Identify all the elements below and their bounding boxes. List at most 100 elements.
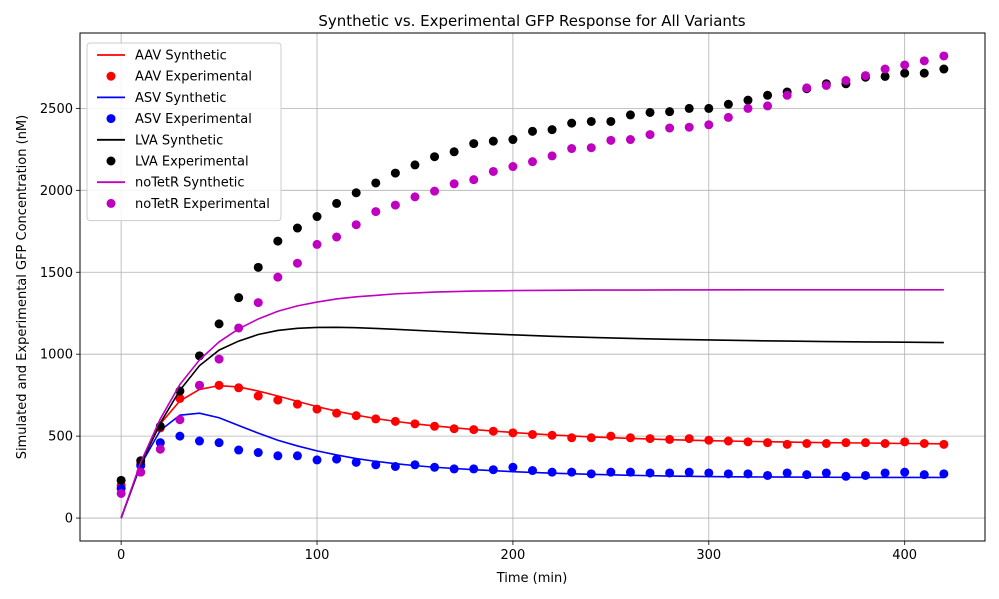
legend-label: ASV Experimental <box>135 112 252 127</box>
y-tick-label: 2000 <box>40 184 73 199</box>
data-point-notetr-experimental <box>371 207 381 217</box>
data-point-asv-experimental <box>312 455 322 465</box>
data-point-aav-experimental <box>488 426 498 436</box>
data-point-asv-experimental <box>371 460 381 470</box>
series-notetr-synthetic <box>120 288 944 519</box>
data-point-aav-experimental <box>861 438 871 448</box>
data-point-aav-experimental <box>782 439 792 449</box>
legend-item: ASV Experimental <box>106 112 252 127</box>
legend-item: LVA Synthetic <box>97 133 223 148</box>
y-tick-label: 2500 <box>40 102 73 117</box>
data-point-lva-experimental <box>625 110 635 120</box>
data-point-notetr-experimental <box>469 175 479 185</box>
data-point-lva-experimental <box>704 103 714 113</box>
data-point-asv-experimental <box>528 466 537 476</box>
data-point-notetr-experimental <box>351 220 361 230</box>
data-point-lva-experimental <box>919 68 929 78</box>
legend-marker-swatch <box>106 156 116 166</box>
data-point-lva-experimental <box>312 212 322 222</box>
data-point-aav-experimental <box>939 439 949 449</box>
legend-marker-swatch <box>106 114 116 124</box>
data-point-asv-experimental <box>449 464 459 474</box>
data-point-asv-experimental <box>802 470 812 480</box>
y-tick-label: 1500 <box>40 266 73 281</box>
data-point-notetr-experimental <box>390 200 400 210</box>
data-point-asv-experimental <box>508 462 518 472</box>
data-point-asv-experimental <box>175 431 185 441</box>
data-point-aav-experimental <box>665 434 675 444</box>
x-tick-label: 400 <box>892 548 917 563</box>
series-line-asv-synthetic <box>120 412 944 519</box>
data-point-notetr-experimental <box>625 135 635 145</box>
data-point-notetr-experimental <box>743 103 753 113</box>
data-point-asv-experimental <box>547 467 557 477</box>
data-point-notetr-experimental <box>528 157 537 167</box>
data-point-notetr-experimental <box>194 380 204 390</box>
ticks: 0 100 200 300 400 0 500 1000 1500 2000 2500 <box>40 102 917 563</box>
y-tick-label: 500 <box>48 430 73 445</box>
data-point-aav-experimental <box>312 404 322 414</box>
data-point-notetr-experimental <box>763 101 773 111</box>
data-point-lva-experimental <box>214 319 224 329</box>
x-tick-label: 0 <box>117 548 125 563</box>
data-point-aav-experimental <box>586 433 596 443</box>
data-point-aav-experimental <box>449 424 459 434</box>
legend-item: AAV Experimental <box>106 70 252 85</box>
legend-item: LVA Experimental <box>106 155 249 170</box>
legend-label: noTetR Experimental <box>135 197 270 212</box>
data-point-lva-experimental <box>567 118 577 128</box>
legend-marker-swatch <box>106 198 116 208</box>
legend-label: LVA Synthetic <box>135 133 223 148</box>
legend: AAV Synthetic AAV Experimental ASV Synthet… <box>86 42 282 222</box>
data-point-aav-experimental <box>625 433 635 443</box>
data-point-aav-experimental <box>547 430 557 440</box>
x-axis-label: Time (min) <box>496 571 568 586</box>
legend-marker-swatch <box>106 71 116 81</box>
data-point-asv-experimental <box>351 457 361 467</box>
data-point-notetr-experimental <box>488 166 498 176</box>
data-point-lva-experimental <box>332 198 342 208</box>
data-point-aav-experimental <box>821 438 831 448</box>
data-point-notetr-experimental <box>292 258 302 268</box>
data-point-aav-experimental <box>273 395 283 405</box>
data-point-asv-experimental <box>194 436 204 446</box>
data-point-asv-experimental <box>763 470 773 480</box>
data-point-aav-experimental <box>723 436 733 446</box>
data-point-notetr-experimental <box>214 354 224 364</box>
legend-item: ASV Synthetic <box>97 91 227 106</box>
data-point-notetr-experimental <box>449 179 459 189</box>
data-point-aav-experimental <box>802 438 812 448</box>
data-point-asv-experimental <box>880 468 890 478</box>
data-point-lva-experimental <box>547 125 557 135</box>
data-point-lva-experimental <box>390 168 400 178</box>
data-point-aav-experimental <box>704 435 714 445</box>
data-point-notetr-experimental <box>841 76 851 86</box>
data-point-lva-experimental <box>116 475 126 485</box>
data-point-aav-experimental <box>528 429 537 439</box>
data-point-notetr-experimental <box>939 51 949 61</box>
y-axis-label: Simulated and Experimental GFP Concentra… <box>15 115 30 459</box>
data-point-notetr-experimental <box>802 83 812 93</box>
data-point-notetr-experimental <box>253 298 263 308</box>
data-point-lva-experimental <box>253 262 263 272</box>
data-point-asv-experimental <box>234 445 244 455</box>
data-point-aav-experimental <box>253 391 263 401</box>
series-asv-experimental <box>116 431 949 494</box>
data-point-lva-experimental <box>449 147 459 157</box>
data-point-asv-experimental <box>430 462 440 472</box>
data-point-lva-experimental <box>234 293 244 303</box>
data-point-aav-experimental <box>430 421 440 431</box>
x-tick-label: 300 <box>696 548 721 563</box>
data-point-lva-experimental <box>645 107 655 117</box>
data-point-aav-experimental <box>684 434 694 444</box>
data-point-lva-experimental <box>273 236 283 246</box>
legend-item: noTetR Experimental <box>106 197 270 212</box>
series-layer <box>116 51 949 519</box>
data-point-aav-experimental <box>763 438 773 448</box>
data-point-notetr-experimental <box>919 56 929 66</box>
data-point-notetr-experimental <box>547 151 557 161</box>
x-tick-label: 200 <box>500 548 525 563</box>
data-point-notetr-experimental <box>782 90 792 100</box>
data-point-lva-experimental <box>606 116 616 126</box>
data-point-aav-experimental <box>469 425 479 435</box>
